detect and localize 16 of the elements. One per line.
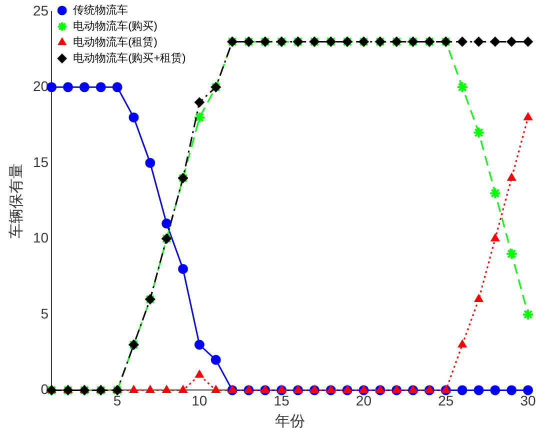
legend-label: 电动物流车(购买) xyxy=(73,20,158,33)
x-tick-label: 30 xyxy=(520,392,536,408)
x-axis-title: 年份 xyxy=(274,413,305,430)
legend-label: 电动物流车(租赁) xyxy=(73,36,158,49)
y-tick-label: 5 xyxy=(40,305,49,322)
legend-label: 传统物流车 xyxy=(73,4,128,17)
y-tick-label: 25 xyxy=(32,2,49,18)
x-tick-label: 15 xyxy=(274,392,290,408)
y-tick-label: 10 xyxy=(32,230,49,246)
x-tick-label: 10 xyxy=(192,392,208,408)
x-tick-label: 20 xyxy=(356,392,372,408)
y-tick-label: 15 xyxy=(32,154,49,170)
y-axis-title: 车辆保有量 xyxy=(8,163,26,238)
legend-label: 电动物流车(购买+租赁) xyxy=(73,52,186,65)
x-tick-label: 25 xyxy=(438,392,454,408)
x-tick-label: 5 xyxy=(113,392,122,408)
